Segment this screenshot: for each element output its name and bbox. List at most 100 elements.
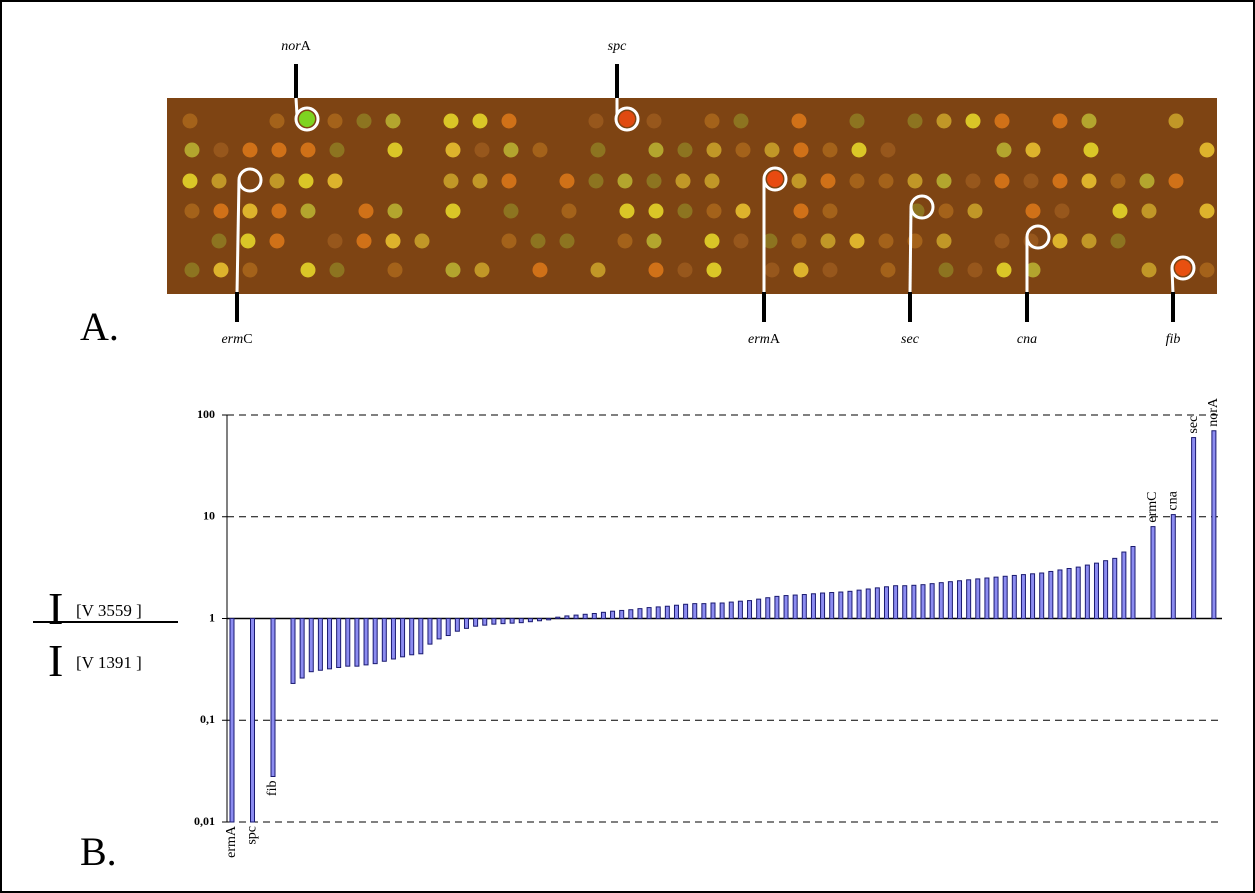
array-spot: [242, 142, 258, 158]
bar: [518, 618, 524, 624]
array-spot: [735, 203, 751, 219]
array-spot: [1139, 173, 1155, 189]
array-spot: [503, 142, 519, 158]
bar: [701, 603, 707, 619]
array-spot: [472, 113, 488, 129]
panel-label: B.: [80, 829, 117, 874]
bar: [619, 609, 625, 619]
array-spot: [385, 113, 401, 129]
array-spot: [327, 233, 343, 249]
array-spot: [269, 173, 285, 189]
bar-label: fib: [265, 781, 280, 797]
ylabel-denominator-sub: [V 1391 ]: [76, 653, 142, 672]
bar: [454, 618, 460, 632]
array-spot: [849, 233, 865, 249]
array-spot: [936, 113, 952, 129]
array-spot: [443, 173, 459, 189]
array-spot: [588, 113, 604, 129]
array-spot: [1081, 233, 1097, 249]
bar: [920, 584, 926, 619]
array-spot: [329, 262, 345, 278]
array-spot: [327, 113, 343, 129]
bar: [1130, 546, 1136, 620]
array-label: norA: [281, 39, 311, 54]
array-spot: [646, 113, 662, 129]
array-spot: [677, 142, 693, 158]
bar: [710, 602, 716, 619]
bar: [1093, 562, 1099, 619]
bar: [1150, 526, 1156, 619]
bar: [336, 618, 342, 668]
array-spot: [1023, 173, 1039, 189]
array-spot: [793, 142, 809, 158]
array-spot: [532, 142, 548, 158]
array-label: fib: [1166, 332, 1181, 347]
array-spot: [704, 233, 720, 249]
bar: [874, 587, 880, 619]
array-spot: [387, 142, 403, 158]
array-spot: [706, 262, 722, 278]
array-spot: [385, 233, 401, 249]
array-spot: [907, 173, 923, 189]
array-spot: [356, 113, 372, 129]
bar: [372, 618, 378, 665]
array-spot: [1141, 203, 1157, 219]
array-spot: [184, 142, 200, 158]
bar: [664, 605, 670, 620]
array-spot: [501, 233, 517, 249]
array-spot: [532, 262, 548, 278]
array-spot: [1199, 262, 1215, 278]
bar: [737, 600, 743, 619]
array-spot: [996, 262, 1012, 278]
array-spot: [445, 203, 461, 219]
array-spot: [329, 142, 345, 158]
array-spot: [443, 113, 459, 129]
label-italic: erm: [221, 332, 243, 347]
array-spot: [474, 142, 490, 158]
array-spot: [300, 262, 316, 278]
array-spot: [1081, 173, 1097, 189]
label-italic: nor: [281, 39, 301, 54]
bar: [893, 585, 899, 619]
array-spot: [764, 262, 780, 278]
bar: [381, 618, 387, 662]
array-spot: [1168, 173, 1184, 189]
array-spot: [1141, 262, 1157, 278]
array-spot: [1052, 233, 1068, 249]
array-spot: [269, 233, 285, 249]
array-spot: [213, 203, 229, 219]
array-spot: [706, 203, 722, 219]
array-spot: [704, 113, 720, 129]
array-spot: [617, 173, 633, 189]
y-tick-label: 1: [209, 610, 215, 624]
label-italic: sec: [901, 332, 920, 347]
array-spot: [938, 262, 954, 278]
array-spot: [822, 262, 838, 278]
array-spot: [936, 173, 952, 189]
array-spot: [213, 262, 229, 278]
array-spot: [907, 113, 923, 129]
bar: [1121, 551, 1127, 620]
array-spot: [300, 142, 316, 158]
array-spot: [387, 203, 403, 219]
label-plain: C: [243, 332, 252, 347]
array-spot: [472, 173, 488, 189]
bar-label: ermC: [1145, 492, 1160, 523]
bar: [1030, 573, 1036, 620]
bar: [673, 604, 679, 619]
label-plain: A: [301, 39, 312, 54]
array-spot: [1052, 113, 1068, 129]
array-spot: [299, 111, 315, 127]
bar: [427, 618, 433, 645]
array-spot: [1054, 203, 1070, 219]
bar: [270, 618, 276, 778]
array-spot: [561, 203, 577, 219]
label-italic: fib: [1166, 332, 1181, 347]
array-spot: [820, 233, 836, 249]
bar: [847, 590, 853, 619]
array-spot: [646, 233, 662, 249]
bar: [1039, 572, 1045, 619]
bar: [1211, 430, 1217, 619]
bar: [692, 603, 698, 619]
panel-label: A.: [80, 304, 119, 349]
